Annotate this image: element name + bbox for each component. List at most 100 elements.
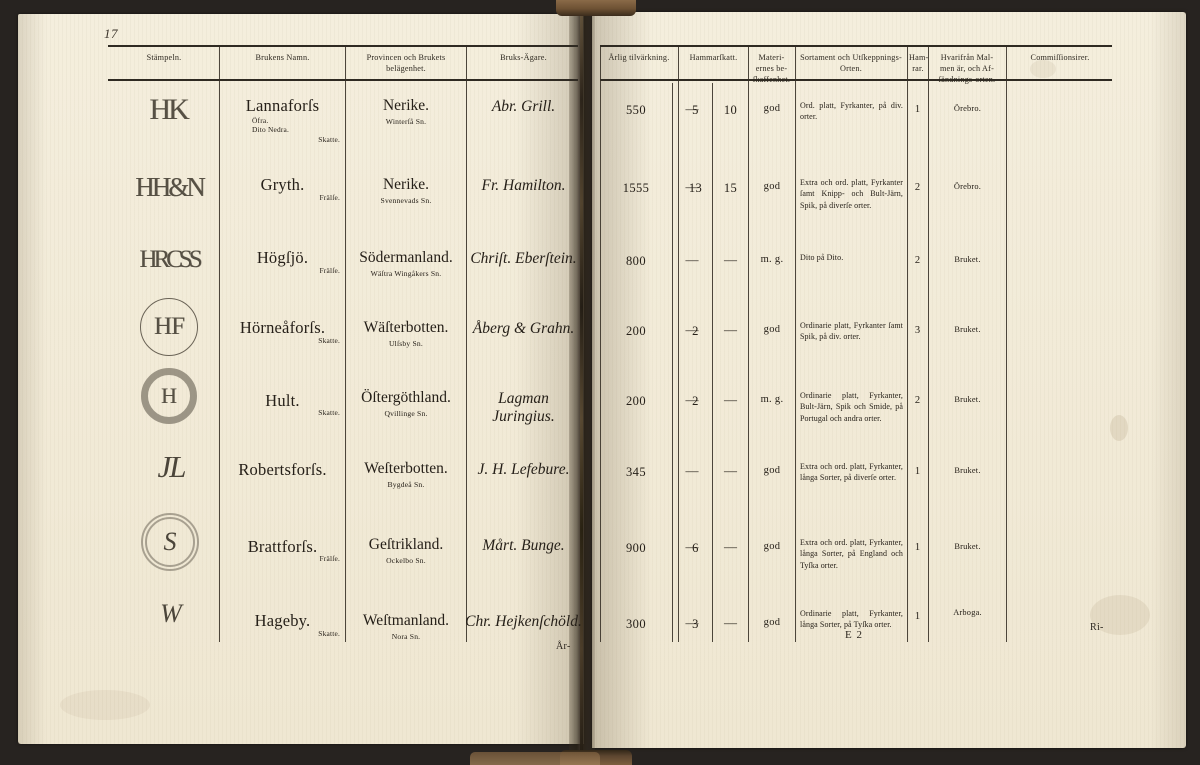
table-row-stamp: HRCSS (120, 238, 218, 282)
materier-beskaffenhet: god (763, 324, 781, 335)
province: Geſtrikland. (368, 536, 444, 553)
hamrar-count: 1 (914, 466, 921, 477)
parish: Nora Sn. (391, 632, 421, 641)
colhead-hamrar: Ham- rar. (909, 53, 929, 74)
col-rule-commiss (1006, 47, 1007, 642)
colhead-stampeln: Stämpeln. (146, 53, 182, 62)
malm-ort: Örebro. (953, 104, 982, 113)
province: Nerike. (382, 176, 430, 193)
col-rule-tillverkning (600, 47, 601, 642)
bruks-agare: Mårt. Bunge. (482, 537, 565, 554)
bruk-tenure: Skatte. (318, 135, 340, 144)
bruks-agare: Fr. Hamilton. (481, 177, 566, 194)
hamrar-count: 2 (914, 255, 921, 266)
sortament-utskeppning: Ordinarie platt, Fyrkanter, långa Sorter… (800, 609, 903, 630)
stamp-monogram-text: JL (157, 449, 187, 484)
arlig-tillverkning: 800 (626, 254, 646, 268)
province: Weſterbotten. (364, 460, 448, 477)
bruks-agare: Lagman Juringius. (492, 390, 555, 425)
table-row-stamp: HF (140, 298, 198, 356)
col-rule-sortament (795, 47, 796, 642)
bruk-name: Hult. (265, 391, 300, 410)
table-row-stamp: HH&N (123, 165, 215, 209)
hamrar-count: 3 (914, 325, 921, 336)
province: Öſtergöthland. (361, 389, 451, 406)
arlig-tillverkning: 200 (626, 324, 646, 338)
arlig-tillverkning: 200 (626, 394, 646, 408)
hamrar-count: 2 (914, 182, 921, 193)
hammarskatt-b: — (724, 392, 737, 407)
bruk-tenure: Skatte. (318, 629, 340, 638)
colhead-malmen: Hvarifrån Mal- men är, och Af- ſändnings… (938, 53, 996, 85)
header-rule-top-right (600, 45, 1112, 47)
folio-number: 17 (104, 26, 118, 41)
hamrar-count: 1 (914, 611, 921, 622)
hammarskatt-b: 10 (723, 103, 738, 117)
parish: Ockelbo Sn. (386, 556, 426, 565)
materier-beskaffenhet: god (763, 617, 781, 628)
malm-ort: Bruket. (954, 542, 981, 551)
parish: Qvillinge Sn. (384, 409, 428, 418)
stamp-monogram-text: HH&N (135, 171, 205, 202)
colhead-sortament: Sortament och Utſkeppnings- Orten. (800, 53, 902, 74)
tillverkning-sub: — (685, 392, 699, 407)
sortament-utskeppning: Extra och ord. platt, Fyrkanter ſamt Kni… (800, 178, 903, 210)
tillverkning-sub: — (685, 615, 699, 630)
hammarskatt-a: 2 (692, 394, 699, 408)
stamp-monogram-text: W (160, 599, 182, 628)
catchword-right: Ri- (1090, 622, 1104, 633)
bruk-name: Högſjö. (256, 248, 309, 267)
col-rule-materier (748, 47, 749, 642)
arlig-tillverkning: 550 (626, 103, 646, 117)
bruks-agare: Abr. Grill. (491, 98, 556, 115)
colhead-tillverkning: Årlig tilvärkning. (608, 53, 670, 62)
bruk-tenure: Frälſe. (319, 193, 340, 202)
tillverkning-sub: — (685, 463, 699, 478)
hammarskatt-b: — (724, 615, 737, 630)
catchword-left: År- (556, 641, 571, 652)
bruk-name: Hageby. (254, 611, 311, 630)
table-row-stamp: JL (140, 444, 202, 490)
bruks-agare: Chr. Hejkenſchöld. (465, 613, 582, 630)
col-rule-stampeln (219, 47, 220, 642)
malm-ort: Bruket. (954, 325, 981, 334)
arlig-tillverkning: 1555 (622, 181, 650, 195)
stamp-ring (141, 513, 199, 571)
bruk-name: Lannaforſs (245, 96, 320, 115)
binding-gutter (569, 10, 595, 752)
materier-beskaffenhet: m. g. (760, 254, 784, 265)
hamrar-count: 1 (914, 542, 921, 553)
hammarskatt-b: — (724, 463, 737, 478)
materier-beskaffenhet: god (763, 103, 781, 114)
col-rule-malmen (928, 47, 929, 642)
col-rule-hamrar (907, 47, 908, 642)
bruk-name: Robertsforſs. (238, 460, 327, 479)
header-rule-bottom-right (600, 79, 1112, 81)
materier-beskaffenhet: god (763, 181, 781, 192)
bruk-sub-left: Öfra. Dito Nedra. (252, 116, 290, 134)
province: Södermanland. (359, 249, 453, 266)
parish: Wäſtra Wingåkers Sn. (370, 269, 442, 278)
hammarskatt-a: 13 (688, 181, 703, 195)
province: Wäſterbotten. (363, 319, 449, 336)
bruk-name: Hörneåforſs. (239, 318, 326, 337)
colhead-hammarskatt: Hammarſkatt. (689, 53, 738, 62)
parish: Ulſsby Sn. (388, 339, 424, 348)
sortament-utskeppning: Ordinarie platt, Fyrkanter, Bult-Järn, S… (800, 391, 903, 423)
page-right (592, 12, 1186, 748)
col-rule-hammar-sub (712, 83, 713, 642)
table-row-stamp: S (141, 513, 199, 571)
bruk-tenure: Skatte. (318, 408, 340, 417)
malm-ort: Bruket. (954, 466, 981, 475)
table-row-stamp: H (141, 368, 197, 424)
materier-beskaffenhet: m. g. (760, 394, 784, 405)
arlig-tillverkning: 345 (626, 465, 646, 479)
col-rule-hammarskatt (678, 47, 679, 642)
hammarskatt-a: 2 (692, 324, 699, 338)
col-rule-brukens (345, 47, 346, 642)
hammarskatt-b: — (724, 252, 737, 267)
stamp-monogram-text: HK (149, 93, 189, 126)
stamp-ring (140, 298, 198, 356)
malm-ort: Örebro. (953, 182, 982, 191)
